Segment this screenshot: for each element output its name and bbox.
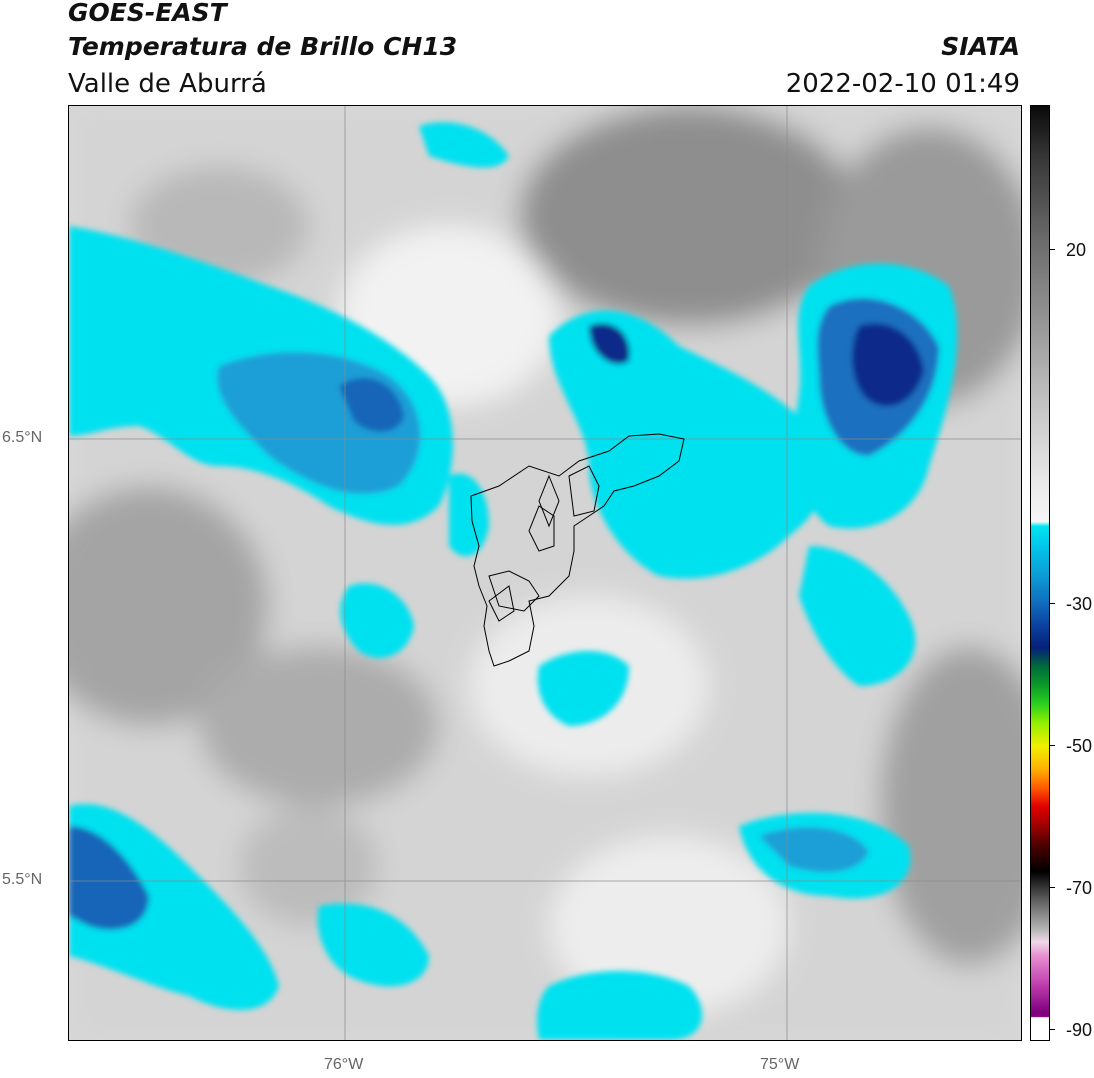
colorbar <box>1030 105 1050 1041</box>
title-product: Temperatura de Brillo CH13 <box>68 32 458 61</box>
map-svg <box>69 106 1021 1040</box>
colorbar-label: 20 <box>1066 240 1087 260</box>
colorbar-tick <box>1050 887 1055 888</box>
lat-label-6-5: 6.5°N <box>2 429 43 446</box>
colorbar-label: -30 <box>1066 594 1093 614</box>
graticule <box>69 106 1021 1040</box>
lon-label-75w: 75°W <box>760 1056 800 1073</box>
brand-label: SIATA <box>941 32 1020 61</box>
cloud-shapes <box>69 122 958 1040</box>
colorbar-tick <box>1050 1029 1055 1030</box>
colorbar-tick <box>1050 603 1055 604</box>
colorbar-tick <box>1050 249 1055 250</box>
colorbar-label: -50 <box>1066 736 1093 756</box>
colorbar-label: -70 <box>1066 878 1093 898</box>
title-satellite: GOES-EAST <box>68 0 227 27</box>
colorbar-label: -90 <box>1066 1020 1093 1040</box>
subtitle-region: Valle de Aburrá <box>68 69 267 99</box>
satellite-map <box>68 105 1022 1041</box>
lon-label-76w: 76°W <box>324 1056 364 1073</box>
municipal-boundaries <box>470 433 685 667</box>
timestamp: 2022-02-10 01:49 <box>785 69 1020 99</box>
colorbar-tick <box>1050 745 1055 746</box>
lat-label-5-5: 5.5°N <box>2 871 43 888</box>
